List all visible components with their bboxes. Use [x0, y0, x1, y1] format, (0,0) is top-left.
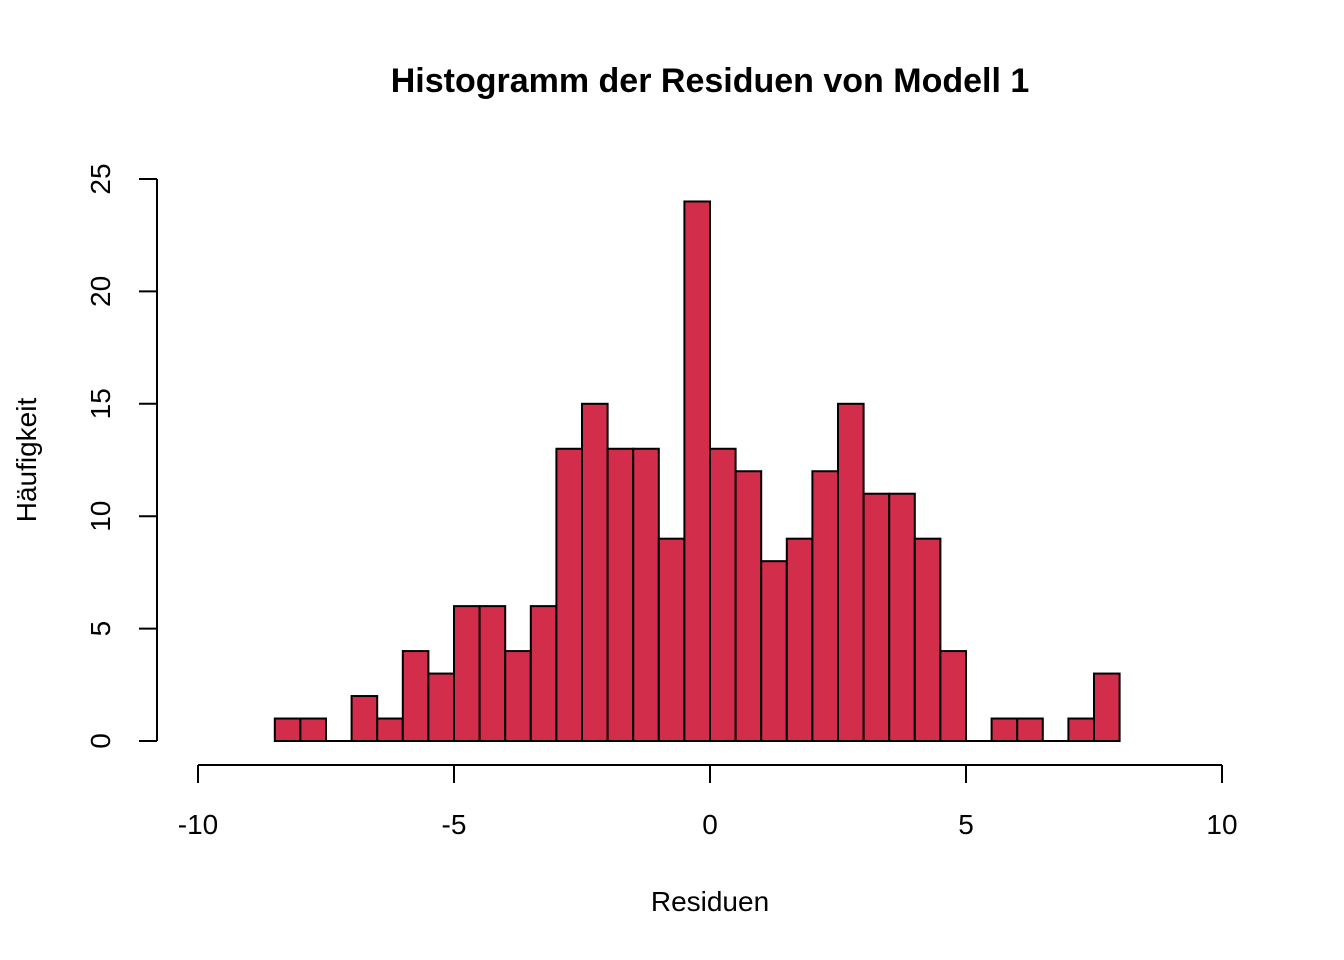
y-tick-label: 20 [85, 276, 116, 307]
histogram-bar [683, 200, 712, 743]
histogram-bar [273, 717, 302, 743]
histogram-bar [555, 447, 584, 742]
histogram-bar [760, 560, 788, 742]
histogram-bar [888, 492, 916, 742]
x-axis-label: Residuen [651, 886, 769, 917]
x-tick-label: 5 [958, 809, 974, 840]
x-tick-label: 0 [702, 809, 718, 840]
histogram-bar [709, 447, 737, 742]
histogram-bar [785, 537, 814, 742]
x-tick-label: -5 [442, 809, 467, 840]
histogram-bar [632, 447, 660, 742]
histogram-bar [837, 402, 865, 742]
chart-title: Histogramm der Residuen von Modell 1 [391, 62, 1030, 100]
y-tick-label: 5 [85, 621, 116, 637]
histogram-bar [939, 650, 968, 743]
y-axis-label: Häufigkeit [11, 398, 42, 523]
histogram-bar [299, 717, 327, 743]
histogram-bar [427, 672, 455, 742]
histogram-bar [1093, 672, 1121, 742]
histogram-bar [811, 470, 840, 742]
histogram-bar [453, 605, 481, 742]
y-axis: 0 5 10 15 20 25 [85, 163, 158, 749]
histogram-bar [606, 447, 635, 742]
x-axis: -10 -5 0 5 10 [178, 764, 1238, 840]
y-tick-label: 0 [85, 733, 116, 749]
histogram-bar [581, 402, 609, 742]
x-tick-label: -10 [178, 809, 218, 840]
histogram-bar [862, 492, 891, 742]
histogram-bar [376, 717, 404, 743]
histogram-bar [350, 695, 379, 742]
histogram-bar [1067, 717, 1096, 743]
histogram-bar [529, 605, 558, 742]
histogram-bars [273, 200, 1121, 743]
histogram-bar [401, 650, 430, 743]
y-tick-label: 15 [85, 388, 116, 419]
histogram-bar [913, 537, 942, 742]
histogram-bar [990, 717, 1019, 743]
y-tick-label: 25 [85, 163, 116, 194]
histogram-bar [504, 650, 532, 743]
y-tick-label: 10 [85, 501, 116, 532]
histogram-bar [1016, 717, 1044, 743]
x-tick-label: 10 [1206, 809, 1237, 840]
histogram-bar [478, 605, 507, 742]
histogram-bar [734, 470, 763, 742]
histogram-bar [657, 537, 686, 742]
